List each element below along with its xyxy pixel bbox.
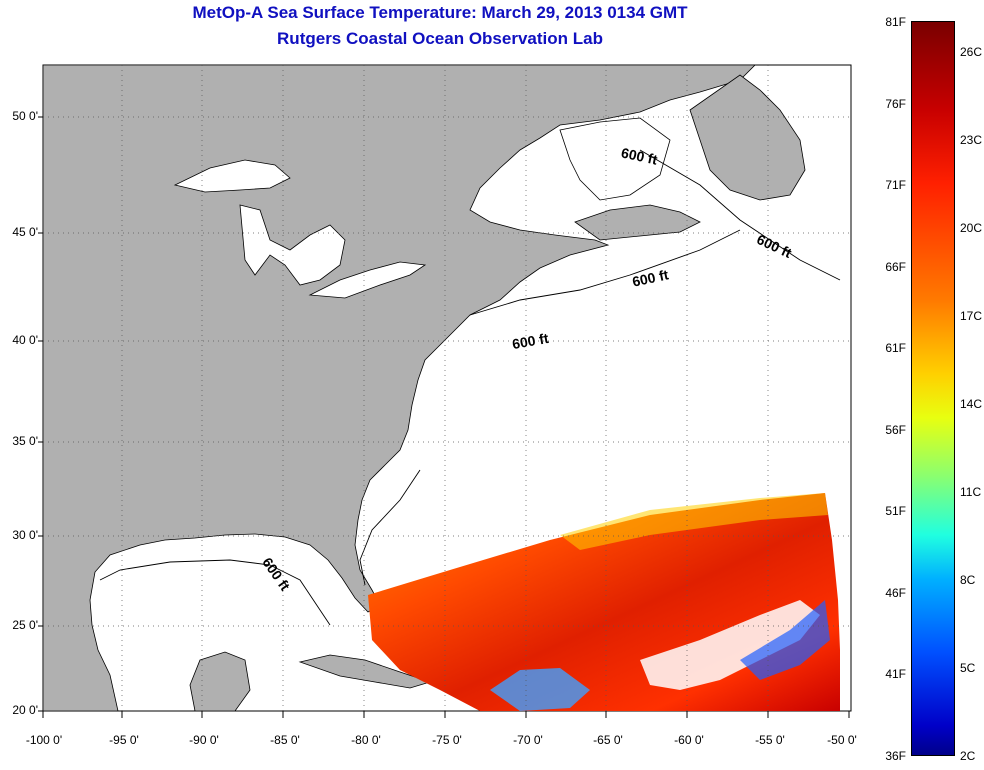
colorbar-f-label: 61F	[885, 341, 906, 355]
contour-600ft	[469, 229, 741, 316]
colorbar-c-label: 20C	[960, 221, 983, 235]
contour-600ft	[99, 559, 331, 626]
x-tick-label: -100 0'	[25, 733, 63, 747]
axis-ticks	[38, 116, 850, 718]
y-tick-label: 25 0'	[12, 618, 38, 632]
lake-superior	[173, 159, 291, 193]
x-tick-label: -60 0'	[674, 733, 704, 747]
map-subtitle: Rutgers Coastal Ocean Observation Lab	[277, 29, 603, 48]
contour-600ft	[359, 469, 421, 586]
colorbar-f-label: 81F	[885, 15, 906, 29]
y-tick-label: 30 0'	[12, 528, 38, 542]
colorbar-f-label: 76F	[885, 97, 906, 111]
colorbar-f-label: 71F	[885, 178, 906, 192]
colorbar-f-label: 46F	[885, 586, 906, 600]
x-tick-label: -50 0'	[827, 733, 857, 747]
contour-600ft	[639, 149, 841, 281]
land-north-america	[42, 64, 756, 712]
x-tick-label: -80 0'	[351, 733, 381, 747]
y-tick-label: 20 0'	[12, 703, 38, 717]
x-tick-label: -95 0'	[109, 733, 139, 747]
x-tick-label: -65 0'	[593, 733, 623, 747]
map-title: MetOp-A Sea Surface Temperature: March 2…	[192, 3, 688, 22]
y-tick-label: 45 0'	[12, 225, 38, 239]
y-tick-label: 40 0'	[12, 333, 38, 347]
sst-warm-band	[560, 493, 828, 550]
lake-erie-ontario	[308, 261, 427, 299]
colorbar-f-label: 51F	[885, 504, 906, 518]
x-tick-label: -75 0'	[432, 733, 462, 747]
x-tick-label: -55 0'	[755, 733, 785, 747]
y-tick-label: 35 0'	[12, 434, 38, 448]
colorbar-c-label: 8C	[960, 573, 976, 587]
y-tick-label: 50 0'	[12, 109, 38, 123]
colorbar-c-label: 11C	[960, 485, 982, 499]
x-tick-label: -85 0'	[270, 733, 300, 747]
x-tick-label: -90 0'	[189, 733, 219, 747]
colorbar-c-label: 17C	[960, 309, 983, 323]
land-newfoundland	[689, 74, 806, 201]
colorbar-c-label: 23C	[960, 133, 983, 147]
colorbar-f-label: 56F	[885, 423, 906, 437]
colorbar-c-label: 14C	[960, 397, 983, 411]
colorbar-c-label: 5C	[960, 661, 976, 675]
sst-cold-patch	[640, 600, 820, 690]
colorbar-c-label: 2C	[960, 749, 976, 763]
lake-michigan-huron	[239, 204, 346, 286]
temperature-colorbar	[911, 21, 955, 756]
land-nova-scotia	[574, 204, 701, 241]
gulf-st-lawrence	[559, 117, 671, 201]
colorbar-f-label: 66F	[885, 260, 906, 274]
x-tick-label: -70 0'	[513, 733, 543, 747]
colorbar-c-label: 26C	[960, 45, 983, 59]
colorbar-f-label: 41F	[885, 667, 906, 681]
sst-cold-patch	[740, 600, 830, 680]
colorbar-f-label: 36F	[885, 749, 906, 763]
sst-cold-patch	[490, 668, 590, 711]
land-yucatan	[189, 651, 251, 712]
